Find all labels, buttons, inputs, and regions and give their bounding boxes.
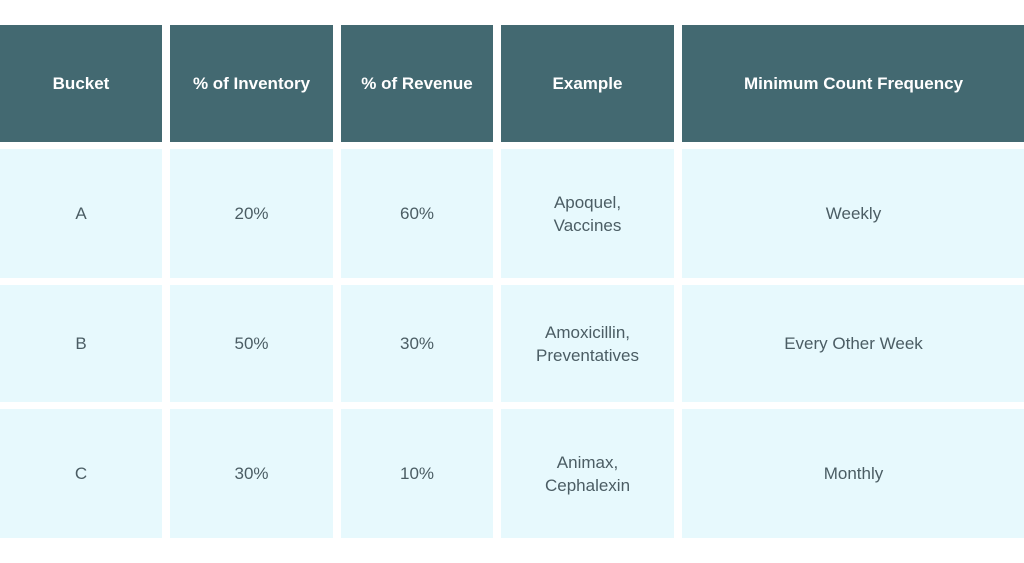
row-a-percent-revenue: 60%: [341, 149, 493, 278]
header-percent-inventory: % of Inventory: [170, 25, 333, 142]
row-c-percent-inventory: 30%: [170, 409, 333, 538]
header-percent-revenue: % of Revenue: [341, 25, 493, 142]
row-a-bucket: A: [0, 149, 162, 278]
row-b-frequency: Every Other Week: [682, 285, 1024, 402]
row-b-percent-inventory: 50%: [170, 285, 333, 402]
row-c-percent-revenue: 10%: [341, 409, 493, 538]
row-b-example: Amoxicillin, Preventatives: [501, 285, 674, 402]
row-a-frequency: Weekly: [682, 149, 1024, 278]
row-c-bucket: C: [0, 409, 162, 538]
header-example: Example: [501, 25, 674, 142]
abc-inventory-table: Bucket % of Inventory % of Revenue Examp…: [0, 25, 1024, 538]
row-b-percent-revenue: 30%: [341, 285, 493, 402]
header-bucket: Bucket: [0, 25, 162, 142]
row-a-percent-inventory: 20%: [170, 149, 333, 278]
header-minimum-count-frequency: Minimum Count Frequency: [682, 25, 1024, 142]
row-c-frequency: Monthly: [682, 409, 1024, 538]
row-c-example: Animax, Cephalexin: [501, 409, 674, 538]
row-b-bucket: B: [0, 285, 162, 402]
row-a-example: Apoquel, Vaccines: [501, 149, 674, 278]
